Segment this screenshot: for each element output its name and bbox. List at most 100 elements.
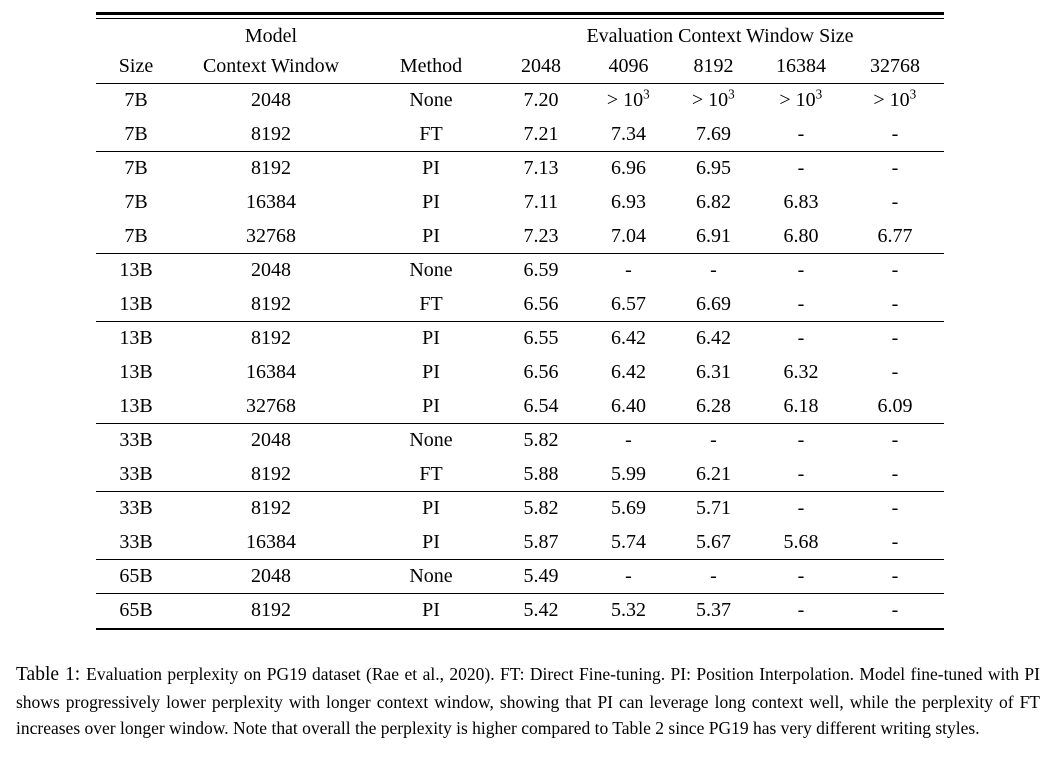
cell-value-2048: 6.59 [523,259,559,282]
cell-value-4096: 6.42 [611,361,646,384]
cell-size: 33B [119,429,153,452]
caption-text: Evaluation perplexity on PG19 dataset (R… [16,664,1040,739]
table-row: 13B 2048 None 6.59 - - - - [96,254,944,288]
column-header-context-window: Context Window [176,49,366,85]
cell-value-16384: 6.32 [783,361,819,384]
cell-method: PI [422,191,440,214]
superscript: 3 [909,86,917,102]
cell-value-4096: > 103 [606,86,651,112]
cell-context-window: 32768 [176,219,366,255]
cell-value-32768: > 103 [873,86,917,112]
cell-method: FT [366,117,496,153]
superscript: 3 [815,86,823,102]
cell-size: 7B [96,219,176,255]
cell-value-32768: - [891,361,899,384]
cell-size: 13B [119,259,153,282]
cell-size: 13B [96,287,176,323]
cell-method: PI [422,599,440,622]
cell-method: PI [366,525,496,561]
cell-value-8192: 6.82 [696,191,731,214]
cell-value-16384: - [797,599,805,622]
table-group-4: 13B 8192 PI 6.55 6.42 6.42 - - 13B 16384 PI 6.56 6.4… [96,322,945,425]
cell-context-window: 16384 [246,191,296,214]
column-header-size: Size [96,49,176,85]
cell-method: FT [366,457,496,493]
cell-value-32768: - [846,117,945,153]
cell-value-2048: 7.13 [523,157,559,180]
column-header-2048: 2048 [496,49,586,85]
cell-value-32768: - [891,327,899,350]
cell-value-32768: - [891,497,899,520]
table-row: 13B 32768 PI 6.54 6.40 6.28 6.18 6.09 [96,389,945,425]
cell-value-2048: 5.87 [496,525,586,561]
cell-value-2048: 7.23 [496,219,586,255]
cell-value-4096: 6.96 [611,157,646,180]
table-row: 13B 16384 PI 6.56 6.42 6.31 6.32 - [96,356,944,390]
table-row: 7B 2048 None 7.20 > 103 > 103 > 103 > 103 [96,84,944,118]
cell-value-16384: > 103 [779,86,823,112]
column-header-4096: 4096 [586,49,671,85]
cell-value-16384: - [797,157,805,180]
cell-value-16384: - [756,457,846,493]
cell-size: 13B [119,327,153,350]
table-row: 65B 8192 PI 5.42 5.32 5.37 - - [96,594,944,628]
cell-value-16384: 6.83 [783,191,819,214]
cell-size: 13B [119,361,153,384]
cell-value-32768: 6.09 [846,389,945,425]
cell-value-2048: 5.82 [523,497,559,520]
bottom-rule [96,627,944,631]
table-row: 33B 8192 FT 5.88 5.99 6.21- - [96,457,945,493]
superscript: 3 [643,86,651,102]
cell-value-8192: 6.21 [671,457,756,493]
cell-value-16384: 6.18 [756,389,846,425]
table-wrapper: Model Evaluation Context Window Size Siz… [96,12,945,631]
cell-value-2048: 6.54 [496,389,586,425]
cell-size: 33B [96,457,176,493]
cell-context-window: 8192 [251,327,291,350]
cell-value-8192: 6.28 [671,389,756,425]
table-row: 65B 2048 None 5.49- - - - [96,559,945,595]
cell-method: FT [366,287,496,323]
cell-value-8192: 5.37 [696,599,731,622]
table-row: 13B 8192 FT 6.56 6.57 6.69- - [96,287,945,323]
cell-value-4096: 6.40 [586,389,671,425]
paper-table: Model Evaluation Context Window Size Siz… [96,19,945,628]
cell-size: 65B [119,599,153,622]
table-row: 7B 16384 PI 7.11 6.93 6.82 6.83 - [96,186,944,220]
cell-value-8192: - [710,429,717,452]
cell-method: None [409,259,453,282]
cell-value-8192: 7.69 [671,117,756,153]
cell-value-8192: 5.67 [671,525,756,561]
cell-context-window: 16384 [246,361,296,384]
cell-context-window: 2048 [251,429,291,452]
cell-size: 65B [96,559,176,595]
cell-value-16384: - [756,287,846,323]
cell-size: 33B [96,525,176,561]
cell-value-2048: 6.56 [523,361,559,384]
cell-value-16384: 6.80 [756,219,846,255]
table-group-8: 65B 8192 PI 5.42 5.32 5.37 - - [96,594,944,628]
cell-context-window: 8192 [176,287,366,323]
cell-context-window: 8192 [251,497,291,520]
cell-value-4096: 5.69 [611,497,646,520]
header-spacer [366,19,496,50]
cell-value-4096: 7.34 [586,117,671,153]
cell-value-16384: - [756,117,846,153]
top-rule-thin [96,17,944,19]
model-group-label: Model [244,24,298,47]
table-group-5: 33B 2048 None 5.82- - - -33B 8192 FT 5.88 5.99 6.21… [96,424,945,493]
cell-value-8192: 6.91 [671,219,756,255]
cell-method: PI [422,497,440,520]
cell-value-8192: 5.71 [696,497,731,520]
eval-group-label: Evaluation Context Window Size [586,24,854,47]
cell-value-8192: 6.69 [671,287,756,323]
cell-method: PI [366,219,496,255]
table-row: 7B 8192 FT 7.21 7.34 7.69- - [96,117,945,153]
table-row: 33B 2048 None 5.82 - - - - [96,424,944,458]
cell-value-4096: 5.99 [586,457,671,493]
column-header-8192: 8192 [671,49,756,85]
cell-value-4096: 5.74 [586,525,671,561]
top-rule-thick [96,12,944,15]
cell-value-16384: - [797,497,805,520]
cell-value-32768: - [891,191,899,214]
